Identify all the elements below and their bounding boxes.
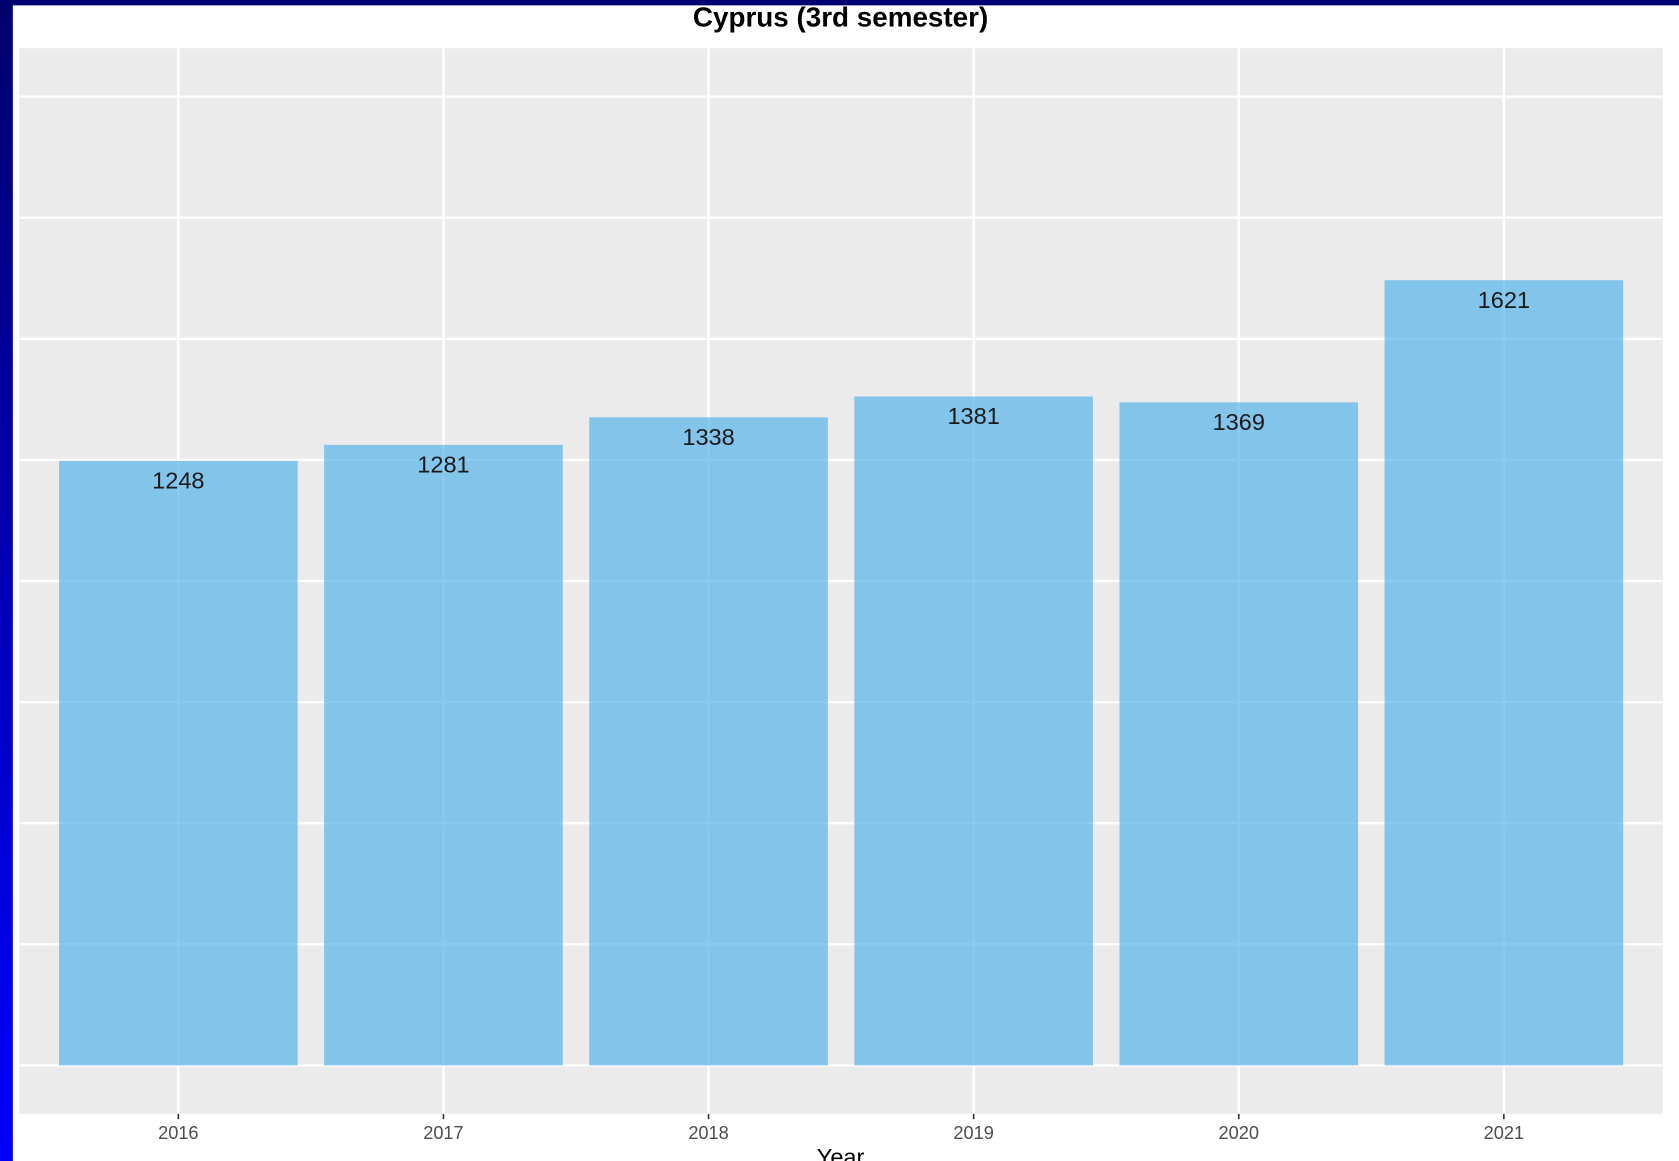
- bar: [854, 396, 1093, 1066]
- data-label: 1281: [417, 452, 469, 478]
- bar: [589, 417, 828, 1066]
- x-tick-label: 2018: [688, 1123, 728, 1143]
- data-label: 1621: [1478, 287, 1530, 313]
- bar: [324, 444, 563, 1066]
- data-label: 1369: [1213, 409, 1265, 435]
- x-axis-title: Year: [817, 1144, 865, 1161]
- x-tick-label: 2019: [953, 1123, 993, 1143]
- chart-title: Cyprus (3rd semester): [693, 2, 988, 33]
- bar: [1384, 280, 1624, 1066]
- bar: [1119, 402, 1359, 1066]
- x-tick-label: 2021: [1484, 1123, 1524, 1143]
- bar: [59, 460, 298, 1066]
- x-tick-label: 2020: [1219, 1123, 1259, 1143]
- x-tick-label: 2017: [423, 1123, 463, 1143]
- x-tick-label: 2016: [158, 1123, 198, 1143]
- data-label: 1338: [682, 424, 734, 450]
- data-label: 1248: [152, 468, 204, 494]
- data-label: 1381: [947, 403, 999, 429]
